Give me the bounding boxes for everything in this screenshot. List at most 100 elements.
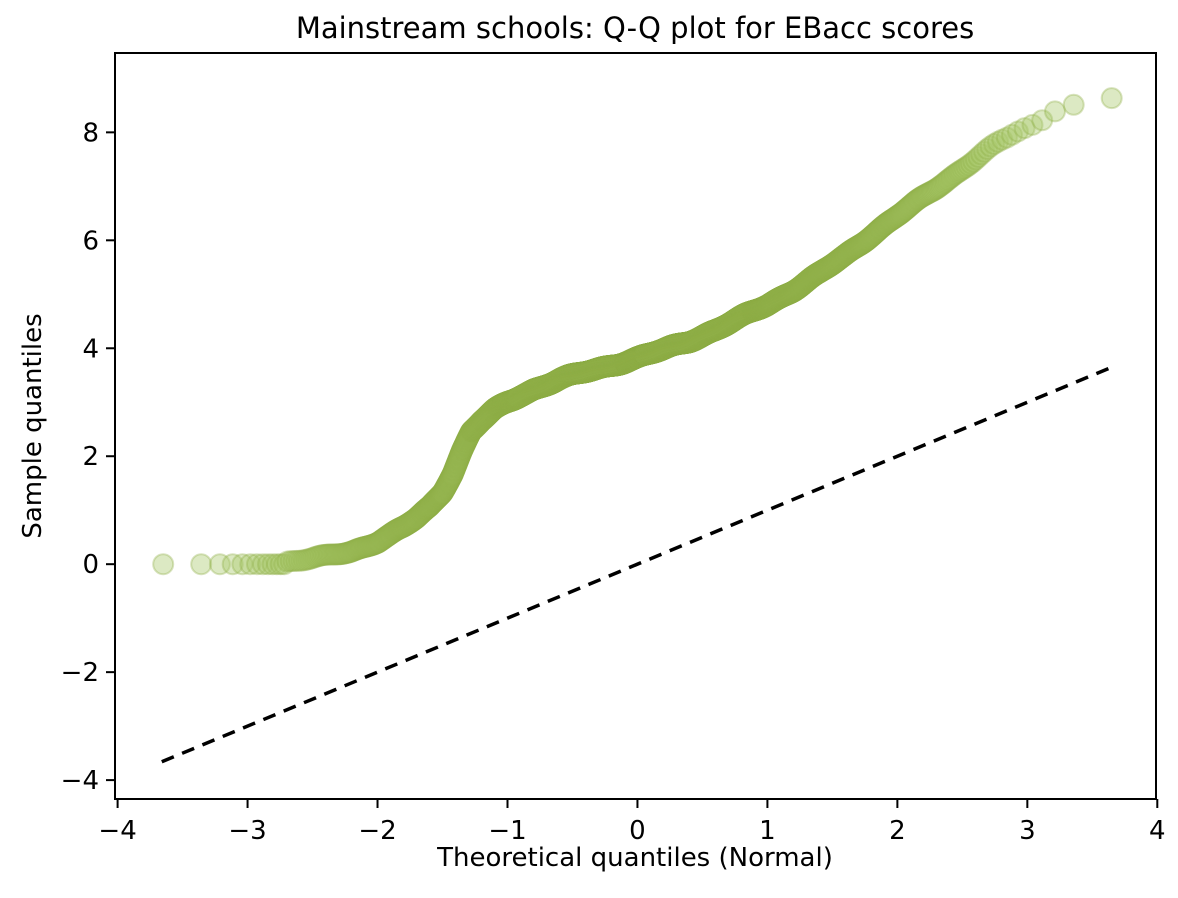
data-point <box>409 503 432 526</box>
data-point <box>490 393 513 416</box>
data-point <box>461 418 484 441</box>
data-point <box>488 394 511 417</box>
data-point <box>454 433 476 456</box>
data-point <box>460 420 483 443</box>
data-point <box>509 385 532 408</box>
data-point <box>494 391 517 414</box>
data-point <box>414 498 437 521</box>
data-point <box>451 438 474 461</box>
data-point <box>344 538 367 561</box>
data-point <box>390 516 413 539</box>
data-point <box>513 383 536 406</box>
data-point <box>395 513 418 536</box>
data-point <box>432 479 455 502</box>
data-point <box>496 391 519 414</box>
data-point <box>514 383 536 406</box>
data-point <box>429 484 452 507</box>
data-point <box>472 408 495 431</box>
data-point <box>341 540 364 563</box>
data-point <box>410 502 433 524</box>
data-point <box>455 429 478 452</box>
data-point <box>480 400 503 423</box>
data-point <box>378 523 401 546</box>
data-point <box>523 378 546 401</box>
data-point <box>441 464 464 487</box>
data-point <box>481 399 504 422</box>
data-point <box>476 404 498 427</box>
data-point <box>470 410 493 433</box>
data-point <box>491 393 514 416</box>
data-point <box>490 393 513 416</box>
data-point <box>376 525 399 547</box>
data-point <box>478 402 501 425</box>
data-point <box>366 531 389 554</box>
data-point <box>416 497 439 519</box>
data-point <box>466 414 488 437</box>
data-point <box>527 376 550 399</box>
data-point <box>373 526 396 549</box>
y-tick-label: 2 <box>82 442 99 472</box>
data-point <box>402 509 425 532</box>
data-point <box>507 386 530 409</box>
y-tick-label: 8 <box>82 118 99 148</box>
data-point <box>493 392 516 415</box>
data-point <box>517 381 540 404</box>
data-point <box>370 529 393 551</box>
data-point <box>514 382 537 405</box>
data-point <box>529 376 552 399</box>
data-point <box>486 395 509 418</box>
data-point <box>426 487 449 510</box>
data-point <box>379 522 402 545</box>
data-point <box>517 381 540 404</box>
data-point <box>501 389 524 412</box>
data-point <box>385 518 408 541</box>
data-point <box>427 485 450 508</box>
data-point <box>1044 100 1066 123</box>
data-point <box>488 394 511 417</box>
data-point <box>525 377 547 400</box>
data-point <box>474 406 497 429</box>
data-point <box>397 512 420 535</box>
data-point <box>525 377 548 400</box>
data-point <box>503 388 526 411</box>
data-point <box>368 530 391 553</box>
data-point <box>508 386 531 409</box>
data-point <box>330 543 353 565</box>
data-point <box>514 382 537 405</box>
data-point <box>526 377 549 399</box>
data-point <box>426 487 448 510</box>
data-point <box>507 386 530 409</box>
data-point <box>490 393 513 416</box>
data-point <box>347 537 370 560</box>
data-point <box>452 435 475 458</box>
data-point <box>363 533 386 556</box>
data-point <box>372 528 394 551</box>
data-point <box>466 414 489 437</box>
data-point <box>447 447 470 470</box>
data-point <box>348 537 371 560</box>
data-point <box>529 376 552 399</box>
y-tick-label: 0 <box>82 550 99 580</box>
data-point <box>510 384 533 407</box>
data-point <box>483 397 506 420</box>
data-point <box>472 408 495 431</box>
data-point <box>500 389 523 412</box>
data-point <box>423 490 446 513</box>
data-point <box>429 483 452 506</box>
data-point <box>515 382 538 405</box>
data-point <box>450 440 473 462</box>
data-point <box>519 380 542 403</box>
data-point <box>493 392 516 415</box>
data-point <box>422 491 445 514</box>
data-point <box>414 498 437 521</box>
data-point <box>499 390 522 412</box>
data-point <box>504 388 527 410</box>
data-point <box>477 403 500 426</box>
data-point <box>480 401 502 423</box>
data-point <box>429 484 452 506</box>
data-point <box>414 499 437 521</box>
data-point <box>516 381 539 404</box>
data-point <box>431 482 454 505</box>
data-point <box>354 535 377 558</box>
